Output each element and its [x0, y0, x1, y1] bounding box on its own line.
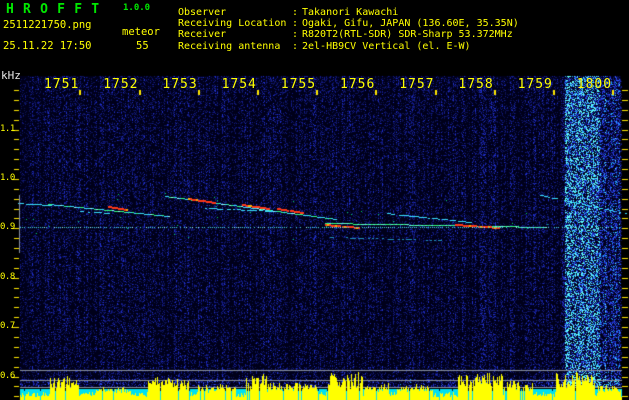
mode-label: meteor — [122, 26, 160, 38]
time-tick-label: 1754 — [221, 77, 257, 92]
time-tick-label: 1753 — [162, 77, 198, 92]
info-label: Receiving antenna — [178, 40, 281, 52]
info-row: Receiving Location: Ogaki, Gifu, JAPAN (1… — [178, 18, 519, 29]
freq-tick-label: 0.7 — [0, 321, 15, 332]
freq-tick-label: 0.6 — [0, 370, 15, 381]
station-info: Observer: Takanori Kawachi Receiving Locat… — [178, 7, 519, 52]
info-separator: : — [292, 7, 299, 18]
info-label: Receiving Location — [178, 18, 287, 30]
time-tick-label: 1759 — [517, 77, 553, 92]
app-version: 1.0.0 — [123, 3, 151, 13]
time-tick-label: 1755 — [280, 77, 317, 92]
info-separator: : — [292, 29, 299, 41]
time-tick-label: 1752 — [103, 77, 139, 92]
time-tick-label: 1800 — [576, 77, 613, 92]
freq-tick-label: 1.0 — [0, 172, 15, 183]
time-tick-label: 1757 — [399, 77, 435, 92]
info-row: Receiving antenna:2el-HB9CV Vertical (el… — [178, 41, 519, 52]
app-title: H R O F F T — [6, 2, 100, 17]
info-value: Takanori Kawachi — [302, 7, 399, 18]
freq-axis-unit: kHz — [1, 69, 21, 82]
info-label: Observer — [178, 7, 227, 18]
freq-tick-label: 0.8 — [0, 271, 15, 282]
freq-tick-label: 1.1 — [0, 123, 15, 134]
freq-tick-label: 0.9 — [0, 222, 15, 233]
time-tick-label: 1756 — [339, 77, 376, 92]
info-label: Receiver — [178, 29, 227, 41]
info-row: Observer: Takanori Kawachi — [178, 7, 519, 18]
info-value: Ogaki, Gifu, JAPAN (136.60E, 35.35N) — [302, 18, 519, 30]
output-filename: 2511221750.png — [3, 19, 92, 31]
info-row: Receiver: R820T2(RTL-SDR) SDR-Sharp 53.37… — [178, 29, 519, 40]
info-value: 2el-HB9CV Vertical (el. E-W) — [302, 40, 471, 52]
echo-count: 55 — [136, 40, 149, 52]
info-separator: : — [292, 40, 299, 52]
info-value: R820T2(RTL-SDR) SDR-Sharp 53.372MHz — [302, 29, 513, 41]
time-tick-label: 1758 — [458, 77, 494, 92]
time-tick-label: 1751 — [43, 77, 80, 92]
timestamp: 25.11.22 17:50 — [3, 40, 92, 52]
info-separator: : — [292, 18, 299, 30]
